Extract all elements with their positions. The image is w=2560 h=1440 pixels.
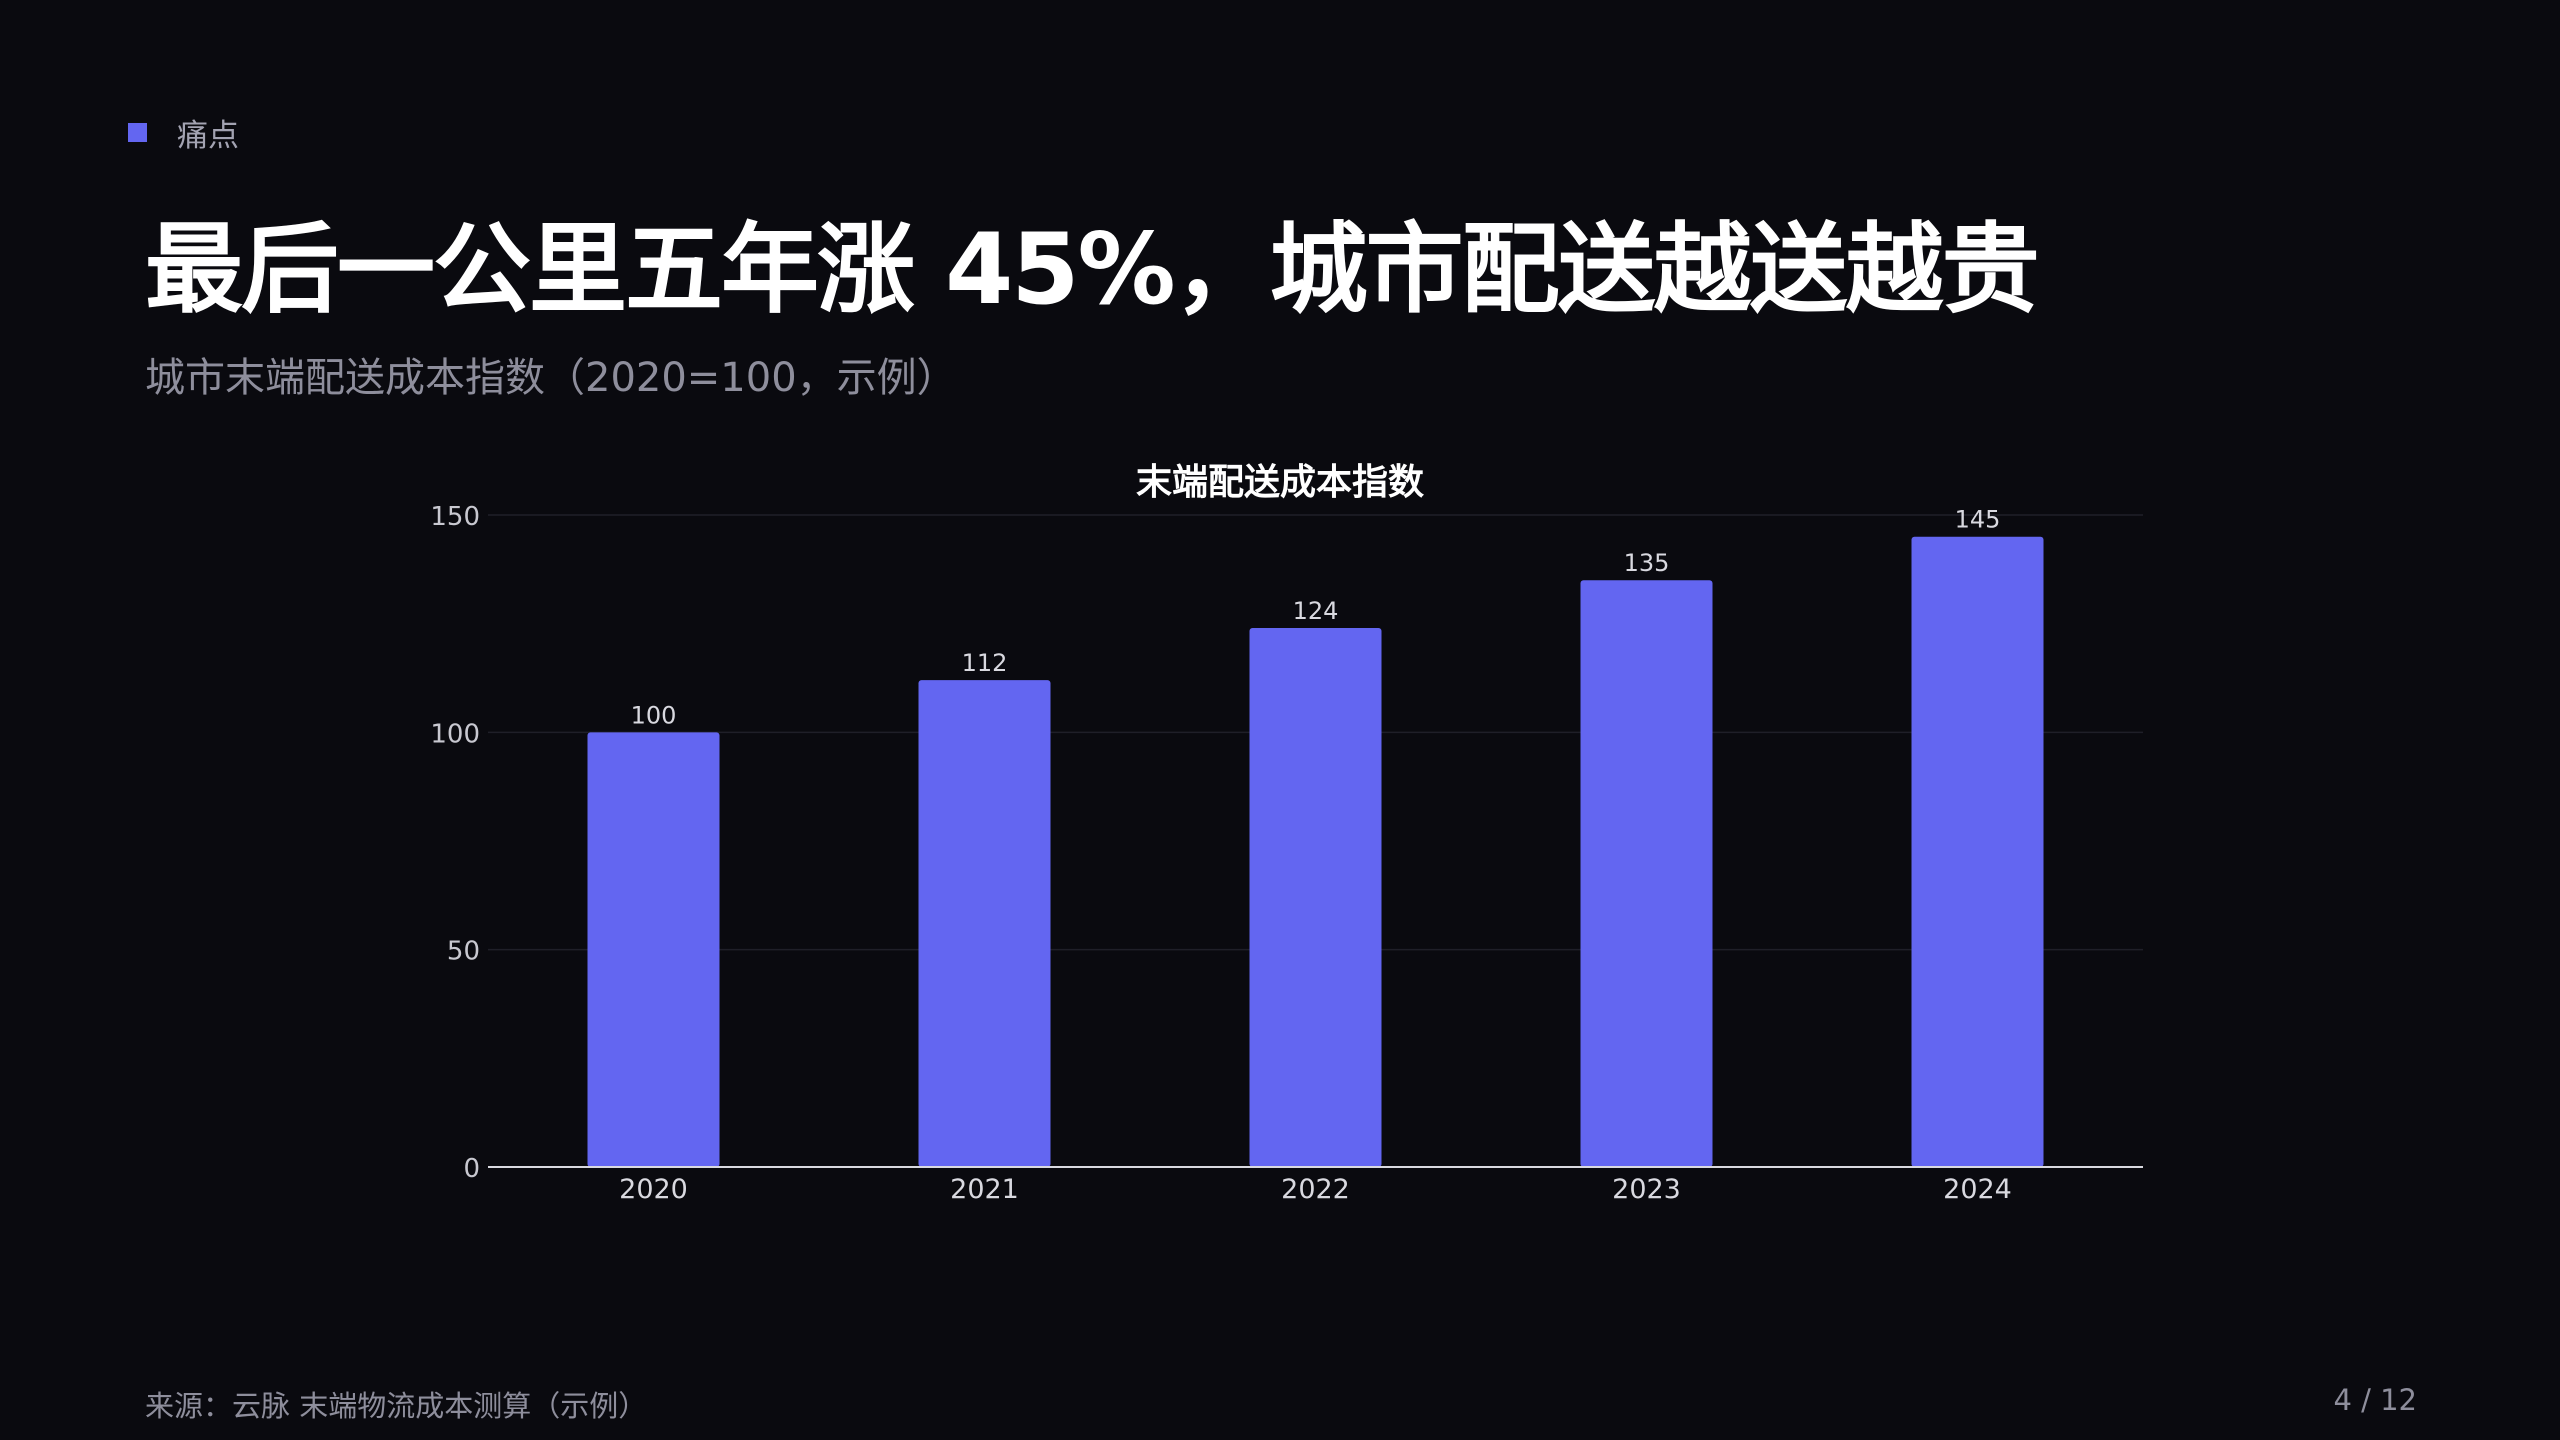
y-tick-label: 150 (430, 502, 480, 532)
bar-2022 (1249, 628, 1382, 1167)
bar-2023 (1580, 580, 1713, 1167)
x-tick-label: 2020 (619, 1174, 688, 1205)
x-tick-label: 2024 (1943, 1174, 2012, 1205)
data-label-2022: 124 (1293, 597, 1339, 625)
footer-source: 来源：云脉 末端物流成本测算（示例） (145, 1389, 648, 1423)
y-tick-label: 100 (430, 719, 480, 749)
bar-2024 (1911, 536, 2044, 1167)
x-tick-label: 2022 (1281, 1174, 1350, 1205)
data-label-2021: 112 (962, 649, 1008, 677)
chart-data-labels: 100 112 124 135 145 (631, 506, 2001, 730)
section-label: 痛点 (177, 118, 239, 154)
data-label-2024: 145 (1955, 506, 2001, 534)
x-tick-label: 2021 (950, 1174, 1019, 1205)
data-label-2020: 100 (631, 701, 677, 729)
x-axis-ticks: 2020 2021 2022 2023 2024 (619, 1174, 2012, 1205)
bar-2020 (587, 732, 720, 1167)
section-square-icon (128, 123, 147, 142)
page-subtitle: 城市末端配送成本指数（2020=100，示例） (145, 355, 957, 401)
y-tick-label: 0 (463, 1154, 480, 1184)
bar-2021 (918, 680, 1051, 1167)
x-tick-label: 2023 (1612, 1174, 1681, 1205)
page-title: 最后一公里五年涨 45%，城市配送越送越贵 (145, 213, 2040, 327)
page-number: 4 / 12 (2333, 1383, 2417, 1417)
chart-bars (587, 536, 2044, 1167)
section-tag: 痛点 (128, 110, 239, 155)
data-label-2023: 135 (1624, 549, 1670, 577)
chart-title: 末端配送成本指数 (1136, 462, 1424, 503)
y-tick-label: 50 (447, 937, 480, 967)
y-axis-ticks: 0 50 100 150 (430, 502, 480, 1184)
